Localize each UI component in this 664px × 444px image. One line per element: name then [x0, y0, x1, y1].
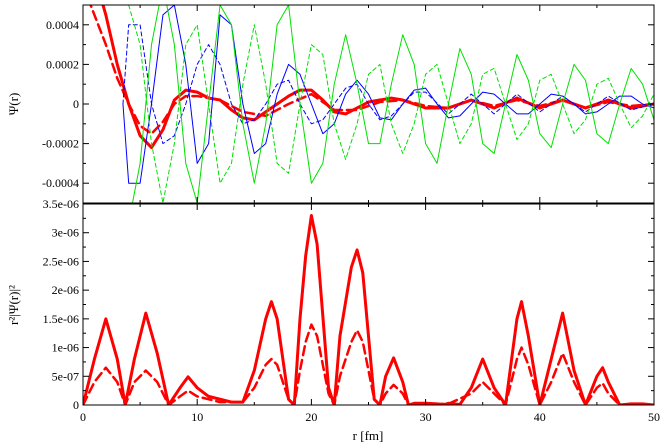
top-y-tick-label: -0.0002 — [42, 137, 79, 151]
top-y-ticks: -0.0004 -0.0002 0 0.0002 0.0004 — [42, 18, 654, 190]
top-plot-lines — [89, 5, 654, 203]
top-panel: -0.0004 -0.0002 0 0.0002 0.0004 Ψ(r) — [6, 4, 655, 204]
top-y-axis-label: Ψ(r) — [6, 93, 21, 116]
x-axis-label: r [fm] — [353, 428, 384, 443]
bottom-y-tick-label: 5e-07 — [52, 369, 79, 383]
bottom-x-tick-label: 40 — [534, 410, 546, 424]
top-y-tick-label: 0.0002 — [46, 57, 79, 71]
bottom-y-tick-label: 3e-06 — [52, 226, 79, 240]
bottom-y-tick-label: 2.5e-06 — [43, 254, 79, 268]
bottom-x-tick-label: 50 — [648, 410, 660, 424]
bottom-x-ticks: 0 10 20 30 40 50 — [80, 204, 660, 424]
top-series-line-4 — [131, 5, 654, 203]
bottom-series-line-1 — [83, 323, 654, 405]
bottom-y-tick-label: 0 — [73, 398, 79, 412]
top-series-line-5 — [128, 5, 654, 203]
bottom-y-tick-label: 1.5e-06 — [43, 312, 79, 326]
bottom-x-tick-label: 30 — [420, 410, 432, 424]
bottom-x-tick-label: 0 — [80, 410, 86, 424]
bottom-plot-lines — [83, 213, 654, 405]
top-y-tick-label: 0 — [73, 97, 79, 111]
top-y-tick-label: -0.0004 — [42, 176, 79, 190]
bottom-panel: 0 5e-07 1e-06 1.5e-06 2e-06 2.5e-06 3e-06 3.5e-… — [6, 197, 660, 443]
bottom-x-tick-label: 10 — [191, 410, 203, 424]
bottom-y-ticks: 0 5e-07 1e-06 1.5e-06 2e-06 2.5e-06 3e-06 3.5e-… — [43, 197, 654, 412]
bottom-y-tick-label: 3.5e-06 — [43, 197, 79, 211]
bottom-x-tick-label: 20 — [305, 410, 317, 424]
top-x-ticks — [82, 5, 655, 203]
bottom-series-line-0 — [83, 213, 654, 405]
top-y-tick-label: 0.0004 — [46, 18, 79, 32]
bottom-y-tick-label: 2e-06 — [52, 283, 79, 297]
bottom-y-axis-label: r²|Ψ(r)|² — [6, 285, 21, 325]
bottom-y-tick-label: 1e-06 — [52, 341, 79, 355]
top-series-line-3 — [122, 24, 654, 145]
top-series-line-1 — [89, 5, 654, 135]
